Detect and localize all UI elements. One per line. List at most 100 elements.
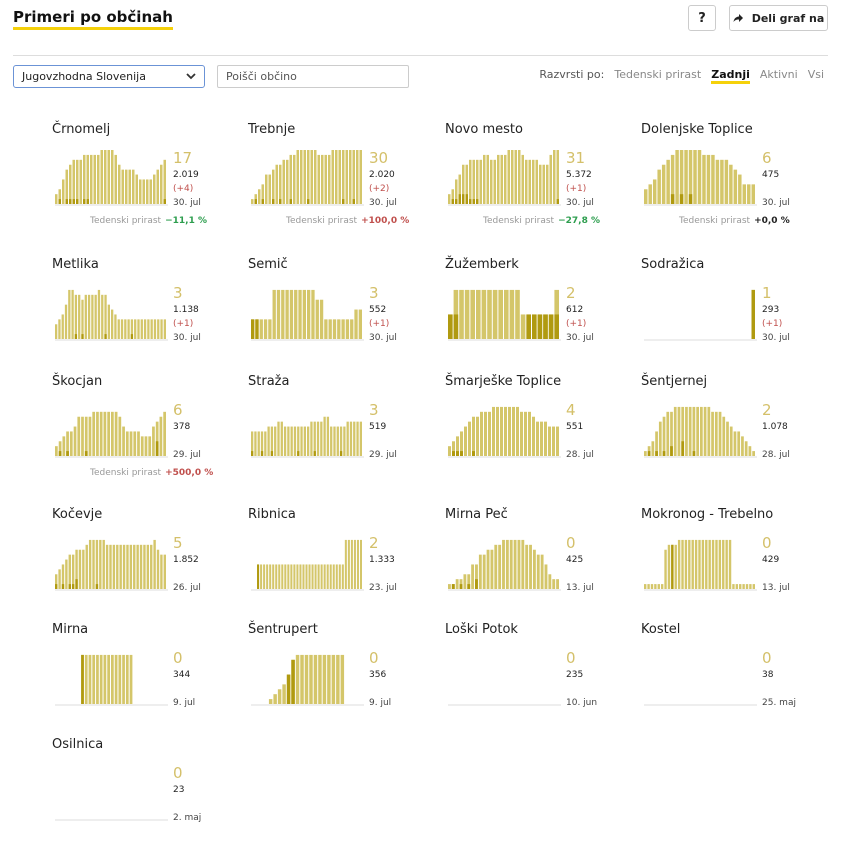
municipality-card[interactable]: Šentrupert 0 356 9. jul	[248, 622, 438, 742]
sparkline-bar	[280, 421, 283, 456]
municipality-card[interactable]: Žužemberk 2 612 (+1) 30. jul	[445, 257, 635, 377]
sparkline-bar	[463, 574, 467, 589]
sparkline-active-bar	[58, 199, 61, 204]
sparkline-bar	[150, 544, 153, 589]
sparkline-bar	[742, 584, 745, 589]
sparkline-active-bar	[339, 451, 343, 456]
sparkline-bar	[328, 319, 332, 339]
municipality-card[interactable]: Šentjernej 2 1.078 28. jul	[641, 374, 831, 494]
municipality-card[interactable]: Črnomelj 17 2.019 (+4) 30. jul Tedenski prira…	[52, 122, 242, 242]
sparkline-bar	[160, 319, 163, 339]
sparkline-bar	[352, 150, 355, 204]
sparkline-bar	[751, 184, 755, 204]
sparkline-active-bar	[681, 441, 685, 456]
sparkline-bar	[496, 406, 499, 456]
sparkline-bar	[504, 406, 507, 456]
municipality-card[interactable]: Sodražica 1 293 (+1) 30. jul	[641, 257, 831, 377]
sparkline-bar	[456, 436, 459, 456]
sparkline-active-bar	[260, 451, 264, 456]
weekly-growth: Tedenski prirast −27,8 %	[483, 216, 600, 226]
municipality-card[interactable]: Semič 3 552 (+1) 30. jul	[248, 257, 438, 377]
sparkline-bar	[73, 426, 77, 456]
sparkline-bar	[146, 179, 149, 204]
sparkline-bar	[511, 150, 514, 204]
sparkline-bar	[702, 154, 706, 204]
sparkline-bar	[343, 426, 346, 456]
total-cases: 5	[173, 534, 183, 552]
sparkline-bar	[285, 289, 289, 339]
sparkline-bar	[517, 539, 521, 589]
sparkline-bar	[644, 189, 648, 204]
municipality-card[interactable]: Metlika 3 1.138 (+1) 30. jul	[52, 257, 242, 377]
sparkline-bar	[139, 544, 143, 589]
population: 519	[369, 422, 387, 432]
municipality-card[interactable]: Dolenjske Toplice 6 475 30. jul Tedenski pri…	[641, 122, 831, 242]
municipality-name: Dolenjske Toplice	[641, 122, 753, 137]
population: 5.372	[566, 170, 592, 180]
population: 1.138	[173, 305, 199, 315]
sparkline-bar	[142, 179, 145, 204]
sparkline-bar	[705, 539, 708, 589]
municipality-card[interactable]: Kostel 0 38 25. maj	[641, 622, 831, 742]
municipality-card[interactable]: Mirna Peč 0 425 13. jul	[445, 507, 635, 627]
sort-option-active[interactable]: Aktivni	[759, 68, 798, 81]
sparkline-bar	[455, 179, 458, 204]
sparkline-bar	[660, 584, 664, 589]
share-button[interactable]: Deli graf na	[729, 5, 828, 31]
municipality-card[interactable]: Ribnica 2 1.333 23. jul	[248, 507, 438, 627]
municipality-card[interactable]: Šmarješke Toplice 4 551 28. jul	[445, 374, 635, 494]
municipality-card[interactable]: Loški Potok 0 235 10. jun	[445, 622, 635, 742]
sort-option-latest[interactable]: Zadnji	[711, 68, 750, 84]
municipality-card[interactable]: Mokronog - Trebelno 0 429 13. jul	[641, 507, 831, 627]
municipality-card[interactable]: Trebnje 30 2.020 (+2) 30. jul Tedenski priras…	[248, 122, 438, 242]
sparkline-bar	[289, 154, 292, 204]
total-cases: 1	[762, 284, 772, 302]
sparkline-bar	[269, 564, 272, 589]
sort-option-all[interactable]: Vsi	[807, 68, 824, 81]
municipality-name: Semič	[248, 257, 288, 272]
municipality-name: Novo mesto	[445, 122, 523, 137]
search-input[interactable]	[217, 65, 409, 88]
municipality-card[interactable]: Novo mesto 31 5.372 (+1) 30. jul Tedenski pri…	[445, 122, 635, 242]
sort-option-weekly[interactable]: Tedenski prirast	[614, 68, 702, 81]
sparkline-bar	[134, 319, 137, 339]
sparkline-bar	[507, 150, 510, 204]
sparkline-bar	[75, 549, 78, 589]
sparkline-bar	[102, 539, 105, 589]
sparkline-bar	[684, 150, 688, 204]
sparkline-bar	[353, 539, 356, 589]
municipality-card[interactable]: Škocjan 6 378 29. jul Tedenski prirast +500,0…	[52, 374, 242, 494]
region-select[interactable]: Jugovzhodna Slovenija	[13, 65, 205, 88]
sparkline-bar	[514, 150, 517, 204]
sparkline-chart	[448, 704, 561, 706]
sparkline-bar	[536, 421, 539, 456]
daily-change: (+4)	[173, 184, 194, 194]
sparkline-bar	[340, 654, 345, 704]
sparkline-bar	[470, 289, 475, 339]
municipality-card[interactable]: Kočevje 5 1.852 26. jul	[52, 507, 242, 627]
sparkline-bar	[694, 539, 698, 589]
sparkline-bar	[688, 539, 691, 589]
municipality-card[interactable]: Straža 3 519 29. jul	[248, 374, 438, 494]
sparkline-bar	[677, 406, 681, 456]
sparkline-bar	[703, 406, 707, 456]
sparkline-bar	[140, 436, 144, 456]
municipality-card[interactable]: Osilnica 0 23 2. maj	[52, 737, 242, 857]
sparkline-bar	[268, 319, 272, 339]
sparkline-chart	[55, 289, 168, 341]
help-button[interactable]: ?	[688, 5, 716, 31]
municipality-card[interactable]: Mirna 0 344 9. jul	[52, 622, 242, 742]
sparkline-bar	[647, 584, 650, 589]
sparkline-bar	[82, 549, 85, 589]
sparkline-bar	[464, 426, 467, 456]
sparkline-bar	[490, 159, 493, 204]
sparkline-bar	[548, 426, 551, 456]
sparkline-bar	[715, 159, 720, 204]
sparkline-bar	[467, 574, 471, 589]
weekly-growth: Tedenski prirast −11,1 %	[90, 216, 207, 226]
last-date: 13. jul	[566, 583, 594, 593]
sparkline-active-bar	[548, 314, 554, 339]
sparkline-active-bar	[554, 314, 559, 339]
sparkline-bar	[718, 539, 722, 589]
sparkline-bar	[328, 154, 331, 204]
